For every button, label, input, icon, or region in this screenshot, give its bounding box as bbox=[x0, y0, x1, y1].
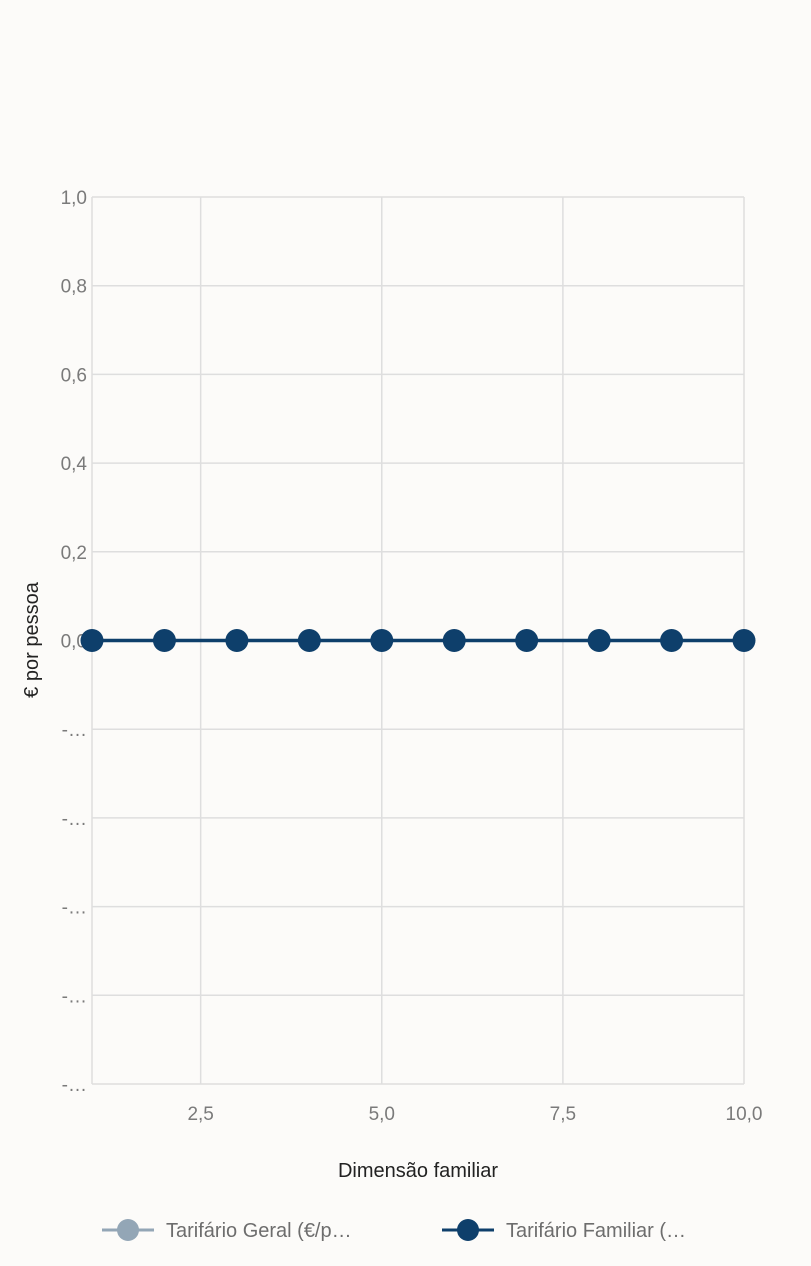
data-point[interactable] bbox=[442, 629, 466, 652]
data-point[interactable] bbox=[152, 629, 176, 652]
data-point[interactable] bbox=[370, 629, 394, 652]
legend: Tarifário Geral (€/p… Tarifário Familiar… bbox=[102, 1219, 686, 1242]
y-axis-ticks: 1,0 0,8 0,6 0,4 0,2 0,0 -… -… -… -… -… bbox=[61, 188, 88, 1096]
x-axis-title: Dimensão familiar bbox=[338, 1160, 498, 1182]
data-point[interactable] bbox=[225, 629, 249, 652]
legend-label-tarifario-familiar: Tarifário Familiar (… bbox=[506, 1220, 686, 1242]
x-tick-label: 5,0 bbox=[369, 1104, 395, 1125]
data-point[interactable] bbox=[297, 629, 321, 652]
legend-item-tarifario-geral[interactable]: Tarifário Geral (€/p… bbox=[102, 1219, 352, 1242]
y-tick-label: 0,0 bbox=[61, 632, 87, 653]
y-tick-label: -… bbox=[62, 986, 87, 1007]
y-tick-label: -… bbox=[62, 898, 87, 919]
y-tick-label: -… bbox=[62, 720, 87, 741]
data-point[interactable] bbox=[660, 629, 684, 652]
y-axis-title: € por pessoa bbox=[21, 581, 43, 698]
series-layer bbox=[80, 629, 756, 652]
x-axis-ticks: 2,5 5,0 7,5 10,0 bbox=[187, 1104, 762, 1125]
legend-label-tarifario-geral: Tarifário Geral (€/p… bbox=[166, 1220, 352, 1242]
data-point[interactable] bbox=[80, 629, 104, 652]
data-point[interactable] bbox=[732, 629, 756, 652]
legend-marker-icon bbox=[117, 1219, 139, 1241]
y-tick-label: 1,0 bbox=[61, 188, 87, 209]
legend-marker-icon bbox=[457, 1219, 479, 1241]
y-tick-label: -… bbox=[62, 809, 87, 830]
data-point[interactable] bbox=[515, 629, 539, 652]
y-tick-label: 0,8 bbox=[61, 277, 87, 298]
legend-item-tarifario-familiar[interactable]: Tarifário Familiar (… bbox=[442, 1219, 686, 1242]
x-tick-label: 7,5 bbox=[550, 1104, 576, 1125]
y-tick-label: -… bbox=[62, 1075, 87, 1096]
data-point[interactable] bbox=[587, 629, 611, 652]
x-tick-label: 10,0 bbox=[726, 1104, 763, 1125]
x-tick-label: 2,5 bbox=[187, 1104, 213, 1125]
y-tick-label: 0,6 bbox=[61, 365, 87, 386]
y-tick-label: 0,4 bbox=[61, 454, 88, 475]
y-tick-label: 0,2 bbox=[61, 543, 87, 564]
